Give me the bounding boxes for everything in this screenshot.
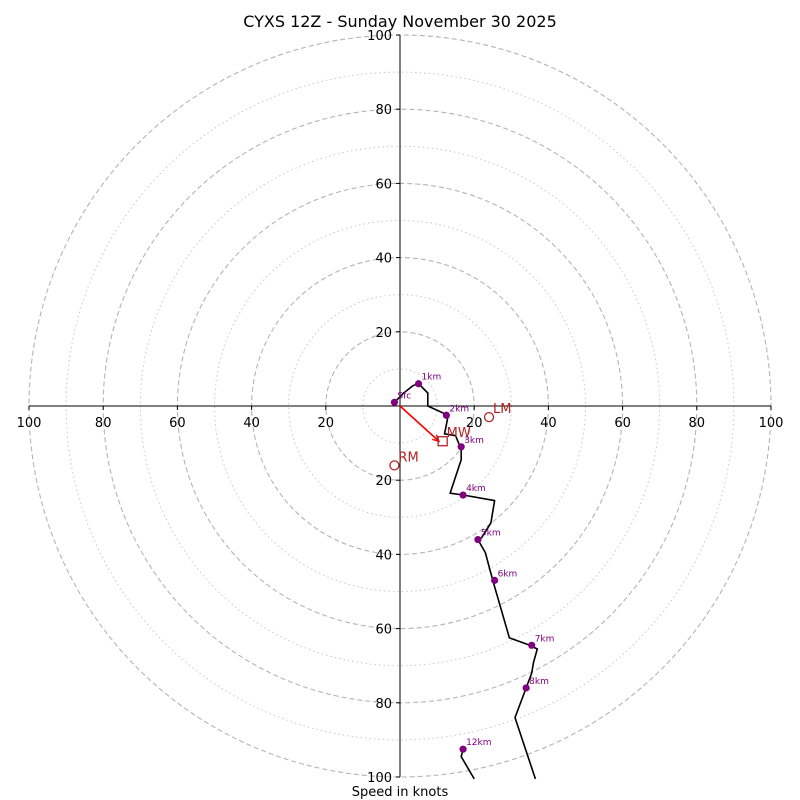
height-label-1km: 1km bbox=[422, 373, 442, 383]
x-tick-label: 20 bbox=[318, 416, 335, 431]
chart-title: CYXS 12Z - Sunday November 30 2025 bbox=[243, 12, 557, 31]
x-tick-label: 40 bbox=[540, 416, 557, 431]
height-label-6km: 6km bbox=[498, 569, 518, 579]
x-tick-label: 80 bbox=[95, 416, 112, 431]
y-tick-label: 20 bbox=[375, 474, 392, 489]
height-marker-3km bbox=[457, 443, 465, 451]
y-tick-label: 80 bbox=[375, 103, 392, 118]
y-tick-label: 100 bbox=[367, 771, 392, 786]
height-label-4km: 4km bbox=[466, 484, 486, 494]
shear-vector bbox=[399, 405, 440, 442]
x-tick-label: 40 bbox=[243, 416, 260, 431]
y-tick-label: 100 bbox=[367, 29, 392, 44]
height-marker-1km bbox=[414, 380, 423, 388]
rm-marker bbox=[389, 460, 400, 471]
x-tick-label: 20 bbox=[466, 416, 483, 431]
height-label-12km: 12km bbox=[466, 738, 491, 748]
y-tick-label: 40 bbox=[375, 252, 392, 267]
height-label-5km: 5km bbox=[481, 529, 501, 539]
mw-marker bbox=[437, 436, 448, 447]
height-marker-12km bbox=[459, 745, 467, 753]
height-marker-8km bbox=[522, 684, 530, 692]
storm-motion-markers: LM RM MW bbox=[389, 402, 512, 471]
shear-vector-arrowhead bbox=[432, 434, 441, 443]
height-label-7km: 7km bbox=[535, 634, 555, 644]
height-marker-7km bbox=[528, 641, 536, 649]
x-tick-label: 100 bbox=[759, 416, 784, 431]
lm-marker bbox=[483, 411, 495, 423]
height-marker-5km bbox=[474, 535, 482, 544]
x-tick-label: 80 bbox=[689, 416, 706, 431]
tick-labels: 100 80 60 40 20 20 40 60 80 100 100 80 60 40 20 20 40 60 8… bbox=[17, 29, 784, 786]
height-marker-sfc bbox=[390, 398, 399, 406]
y-tick-label: 40 bbox=[375, 548, 392, 563]
y-tick-label: 80 bbox=[375, 697, 392, 712]
mw-label: MW bbox=[447, 426, 471, 441]
y-tick-label: 60 bbox=[375, 623, 392, 638]
hodograph-line-top bbox=[460, 749, 475, 780]
height-marker-4km bbox=[459, 491, 467, 499]
height-label-2km: 2km bbox=[449, 404, 469, 414]
x-tick-label: 100 bbox=[17, 416, 42, 431]
height-marker-2km bbox=[442, 411, 450, 419]
x-axis-label: Speed in knots bbox=[352, 785, 449, 800]
x-tick-label: 60 bbox=[169, 416, 186, 431]
rm-label: RM bbox=[398, 450, 418, 465]
height-markers: Sfc 1km 2km 3km 4km 5km 6km 7km 8km 12km bbox=[390, 373, 555, 753]
height-label-sfc: Sfc bbox=[397, 391, 411, 401]
x-tick-label: 60 bbox=[614, 416, 631, 431]
y-tick-label: 60 bbox=[375, 177, 392, 192]
height-label-3km: 3km bbox=[464, 436, 484, 446]
lm-label: LM bbox=[493, 402, 511, 417]
y-tick-label: 20 bbox=[375, 326, 392, 341]
height-marker-6km bbox=[491, 576, 499, 584]
height-label-8km: 8km bbox=[529, 677, 549, 687]
